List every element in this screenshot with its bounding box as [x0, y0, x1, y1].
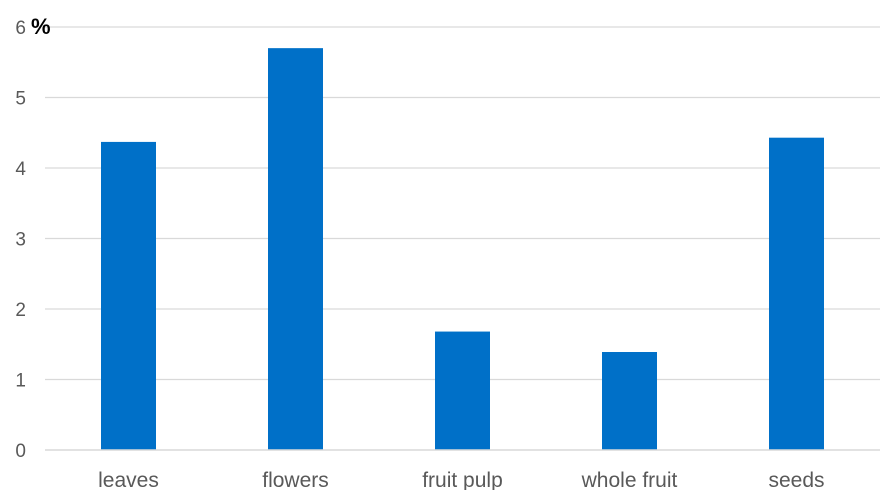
y-unit-label: % [31, 14, 51, 39]
x-tick-label: fruit pulp [422, 469, 503, 490]
y-tick-label: 0 [15, 441, 26, 462]
bar-seeds [769, 137, 824, 450]
bar-whole-fruit [602, 352, 657, 450]
y-tick-label: 4 [15, 159, 26, 180]
x-tick-label: leaves [98, 469, 159, 490]
gridlines [45, 26, 880, 381]
x-tick-label: flowers [262, 469, 329, 490]
y-tick-label: 5 [15, 89, 26, 110]
y-tick-label: 1 [15, 371, 26, 392]
bars [101, 48, 824, 451]
y-tick-label: 6 [15, 18, 26, 39]
bar-leaves [101, 141, 156, 451]
y-tick-label: 3 [15, 230, 26, 251]
bar-fruit-pulp [435, 331, 490, 450]
x-tick-label: whole fruit [581, 469, 678, 490]
x-axis-labels: leaves flowers fruit pulp whole fruit seeds [98, 469, 824, 490]
x-tick-label: seeds [768, 469, 824, 490]
y-axis-ticks: 0 1 2 3 4 5 6 [15, 18, 26, 462]
y-tick-label: 2 [15, 300, 26, 321]
bar-flowers [268, 48, 323, 451]
